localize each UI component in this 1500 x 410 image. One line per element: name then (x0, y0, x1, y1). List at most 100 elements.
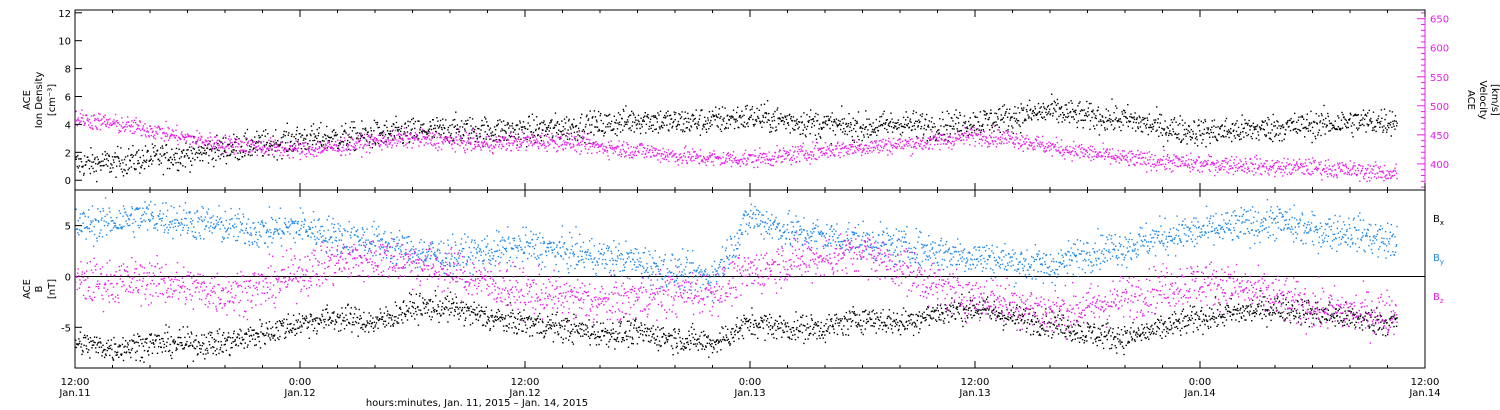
velocity-point (217, 144, 219, 147)
density-point (639, 127, 641, 130)
velocity-point (993, 125, 996, 127)
density-point (1205, 132, 1208, 134)
velocity-point (829, 150, 831, 152)
density-point (708, 128, 710, 130)
density-point (123, 168, 125, 171)
velocity-point (1164, 168, 1166, 171)
velocity-point (1134, 164, 1136, 167)
density-point (593, 110, 596, 112)
density-tick-label: 6 (65, 93, 71, 104)
density-point (536, 124, 538, 126)
velocity-point (377, 134, 380, 136)
density-point (432, 119, 434, 121)
density-point (911, 125, 914, 127)
density-point (584, 126, 587, 128)
density-point (1047, 104, 1050, 107)
density-point (749, 109, 751, 111)
density-point (1349, 112, 1352, 114)
velocity-point (944, 140, 946, 142)
density-point (679, 114, 681, 116)
velocity-point (728, 157, 730, 160)
velocity-point (1215, 162, 1218, 164)
density-point (597, 110, 600, 113)
density-point (963, 121, 965, 124)
velocity-point (591, 145, 593, 147)
density-point (386, 130, 389, 132)
density-point (160, 147, 162, 149)
density-point (1175, 137, 1178, 139)
density-point (785, 127, 787, 130)
velocity-point (635, 154, 638, 157)
density-point (351, 121, 353, 123)
velocity-point (781, 161, 783, 163)
velocity-point (438, 146, 440, 148)
velocity-point (606, 151, 608, 153)
density-point (527, 122, 529, 124)
velocity-point (526, 141, 528, 143)
density-point (730, 117, 732, 119)
velocity-point (324, 143, 327, 145)
velocity-point (555, 135, 557, 137)
density-point (850, 129, 853, 132)
density-point (1367, 125, 1369, 127)
velocity-point (1173, 162, 1176, 164)
velocity-point (848, 144, 851, 146)
velocity-point (1117, 149, 1119, 152)
density-point (761, 126, 763, 128)
density-point (999, 108, 1001, 110)
velocity-point (502, 137, 504, 140)
density-point (956, 128, 958, 130)
velocity-point (1118, 162, 1121, 164)
velocity-point (464, 149, 466, 152)
velocity-point (643, 146, 645, 149)
density-point (957, 130, 959, 132)
velocity-point (527, 135, 529, 137)
density-point (303, 137, 305, 140)
velocity-point (1095, 151, 1097, 153)
velocity-point (1205, 163, 1208, 165)
velocity-point (559, 137, 561, 139)
velocity-point (637, 150, 640, 152)
velocity-point (213, 142, 215, 144)
density-point (823, 126, 825, 129)
density-point (370, 130, 372, 132)
density-point (165, 144, 168, 146)
velocity-point (356, 142, 358, 144)
density-point (338, 142, 340, 145)
velocity-point (237, 146, 239, 148)
velocity-point (873, 146, 875, 148)
density-point (737, 106, 739, 108)
velocity-point (1213, 164, 1215, 166)
density-point (888, 125, 891, 127)
density-point (252, 148, 254, 151)
velocity-point (933, 136, 935, 138)
velocity-point (1043, 150, 1045, 152)
density-point (1237, 126, 1240, 129)
velocity-point (706, 156, 708, 158)
density-point (304, 148, 306, 150)
density-point (989, 129, 991, 131)
density-point (624, 123, 627, 125)
density-point (854, 124, 856, 126)
density-point (618, 123, 620, 126)
density-point (1140, 130, 1143, 133)
density-point (813, 120, 815, 122)
velocity-point (107, 121, 109, 123)
density-point (1351, 122, 1354, 124)
velocity-point (151, 131, 154, 133)
density-point (1081, 119, 1083, 121)
velocity-point (824, 142, 827, 144)
velocity-point (118, 129, 120, 132)
density-point (914, 128, 916, 131)
velocity-point (529, 139, 531, 142)
velocity-point (278, 149, 281, 152)
velocity-point (332, 147, 335, 150)
density-point (765, 113, 768, 115)
velocity-point (670, 151, 673, 154)
velocity-point (699, 149, 702, 151)
velocity-point (605, 146, 607, 148)
density-point (138, 162, 140, 164)
velocity-point (439, 137, 441, 139)
density-point (250, 146, 252, 148)
density-point (1055, 110, 1057, 113)
